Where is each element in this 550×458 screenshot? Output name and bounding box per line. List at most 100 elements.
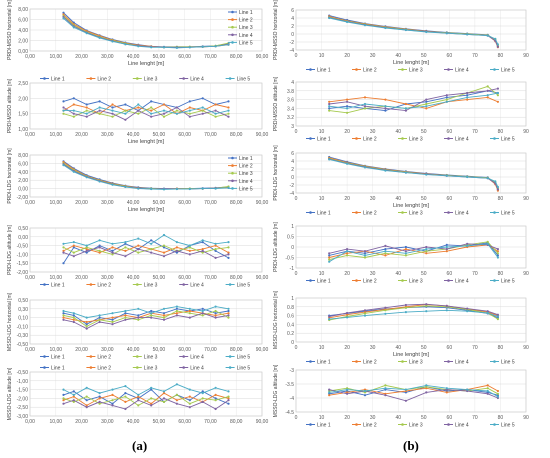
data-point [363,250,367,253]
data-point [150,397,153,400]
y-tick-label: 0.6 [287,314,294,320]
data-point [111,320,114,324]
data-point [188,253,191,256]
legend-label: Line 4 [455,360,469,366]
x-tick-label: 30,00 [101,347,114,353]
data-point [227,309,230,313]
legend-marker [182,366,185,369]
plot-area [295,81,527,127]
y-tick-label: 0,30 [18,307,28,313]
data-point [137,237,140,240]
y-axis-title: MSSO-LDG horizontal [m] [273,290,279,349]
x-tick-label: 70,00 [204,132,217,138]
data-point [150,402,153,405]
data-point [175,307,178,310]
y-axis-title: MSSO-LDG altitude [m] [273,364,279,417]
y-axis-title: MSSO-LDG horizontal [m] [7,292,13,351]
y-tick-label: -1,00 [17,379,29,385]
data-point [404,171,407,174]
data-point [85,325,88,328]
data-point [346,111,349,114]
legend-marker [401,211,404,214]
x-tick-label: 90 [523,196,529,202]
legend-marker [447,279,450,282]
data-point [62,402,65,405]
x-axis-title: Line lenght [m] [128,61,165,67]
legend-label: Line 5 [501,137,515,143]
data-point [227,312,230,315]
data-point [162,318,166,321]
data-point [175,399,178,402]
legend-label: Line 1 [317,137,331,143]
data-point [425,250,428,253]
data-point [98,249,101,252]
data-point [214,386,217,389]
y-tick-label: 0,50 [18,226,28,232]
data-point [175,112,178,115]
data-point [214,309,217,313]
series-line-5 [63,18,229,49]
data-point [98,392,101,395]
x-tick-label: 50 [421,53,427,59]
data-point [175,249,178,252]
x-tick-label: 0,00 [25,347,35,353]
series-line-2 [63,392,229,406]
x-tick-label: 10,00 [50,54,63,60]
y-axis-title: PRDI-MSSO horizontal [m] [273,0,279,60]
data-point [404,245,407,249]
x-tick-label: 60 [447,53,453,59]
data-point [363,254,367,257]
y-tick-label: 0.2 [287,331,294,337]
data-point [62,164,65,167]
data-point [72,395,75,398]
data-point [445,250,448,253]
x-tick-label: 10 [319,53,325,59]
legend-marker [447,137,450,140]
data-point [496,254,499,257]
data-point [175,46,178,50]
legend-label: Line 3 [239,171,253,177]
data-point [404,252,407,255]
data-point [384,105,387,108]
data-point [346,162,349,165]
y-tick-label: 1 [291,296,294,302]
x-tick-label: 60 [447,415,453,421]
x-tick-label: 50,00 [153,419,166,425]
data-point [201,248,204,251]
data-point [404,102,407,106]
data-point [496,188,499,191]
data-point [72,97,75,100]
data-point [162,109,166,112]
data-point [214,248,217,251]
x-tick-label: 70 [472,196,478,202]
data-point [62,246,65,249]
series-line-1 [329,90,498,112]
data-point [496,256,499,259]
legend-label: Line 1 [239,10,253,16]
data-point [72,109,75,112]
data-point [98,180,101,183]
x-tick-label: 50 [421,415,427,421]
y-axis-title: PRDI-LDG horizontal [m] [7,148,13,204]
data-point [445,309,448,312]
x-tick-label: 40 [395,196,401,202]
x-tick-label: 50,00 [153,132,166,138]
data-point [175,312,178,315]
data-point [162,246,166,249]
data-point [363,107,367,110]
data-point [62,11,65,14]
data-point [486,96,489,99]
y-axis-title: PRDI-MSSO altitude [m] [7,78,13,133]
data-point [111,316,114,319]
plot-area [295,297,527,343]
data-point [162,103,166,106]
data-point [98,316,101,319]
data-point [363,252,367,255]
panel-label-b: (b) [403,438,419,453]
data-point [404,399,407,402]
data-point [496,252,499,255]
data-point [227,397,230,400]
data-point [150,106,153,109]
y-tick-label: 1,00 [18,127,28,133]
data-point [486,240,489,243]
